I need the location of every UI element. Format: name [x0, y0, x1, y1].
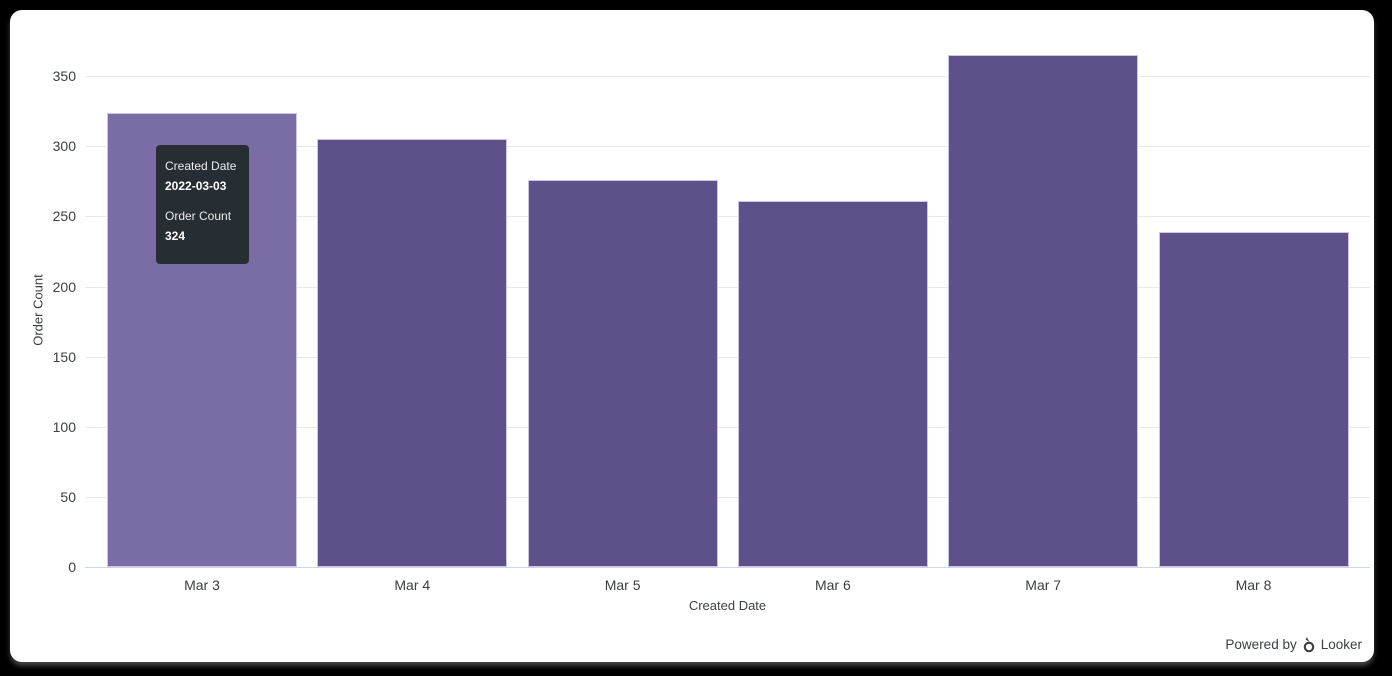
y-tick-label-50: 50: [60, 488, 76, 505]
looker-brand-label: Looker: [1320, 637, 1362, 652]
x-axis-line: [85, 567, 1370, 568]
y-gridline-300: [85, 146, 1370, 148]
y-tick-label-300: 300: [52, 138, 76, 155]
x-axis-title: Created Date: [688, 598, 767, 613]
y-gridline-50: [85, 496, 1370, 498]
y-tick-label-100: 100: [52, 418, 76, 435]
tooltip-measure-label: Order Count: [165, 209, 232, 223]
powered-by-label: Powered by: [1225, 637, 1297, 652]
bar-mar-7[interactable]: [948, 55, 1139, 567]
powered-by-looker-link[interactable]: Powered by Looker: [1225, 636, 1362, 653]
x-tick-label-mar-6: Mar 6: [814, 577, 851, 593]
chart-card: 0 50 100 150 200 250 300 350 Mar 3 Mar 4 Mar 5 Mar …: [10, 10, 1374, 662]
bar-mar-6[interactable]: [737, 201, 928, 567]
y-gridline-250: [85, 216, 1370, 218]
chart-tooltip: Created Date 2022-03-03 Order Count 324: [156, 145, 249, 264]
x-tick-label-mar-8: Mar 8: [1235, 577, 1272, 593]
y-tick-label-250: 250: [52, 208, 76, 225]
y-gridline-150: [85, 356, 1370, 358]
y-tick-label-0: 0: [68, 559, 76, 575]
looker-logo-icon: [1303, 637, 1314, 653]
tooltip-dimension-value: 2022-03-03: [165, 179, 227, 193]
tooltip-gap: [165, 196, 241, 206]
x-tick-label-mar-7: Mar 7: [1025, 577, 1062, 593]
y-gridline-100: [85, 426, 1370, 428]
x-tick-label-mar-5: Mar 5: [604, 577, 641, 593]
bar-mar-5[interactable]: [527, 180, 718, 567]
plot-area: 0 50 100 150 200 250 300 350 Mar 3 Mar 4 Mar 5 Mar …: [10, 10, 1374, 662]
y-tick-label-150: 150: [52, 348, 76, 365]
x-tick-label-mar-3: Mar 3: [184, 577, 220, 593]
x-tick-label-mar-4: Mar 4: [394, 577, 431, 593]
y-gridline-350: [85, 76, 1370, 78]
bar-mar-4[interactable]: [317, 139, 508, 567]
tooltip-measure-value: 324: [165, 229, 186, 243]
y-tick-label-200: 200: [52, 278, 76, 295]
bar-mar-8[interactable]: [1158, 231, 1349, 567]
y-tick-label-350: 350: [52, 68, 76, 85]
y-axis-title: Order Count: [30, 274, 46, 346]
y-gridline-200: [85, 286, 1370, 288]
tooltip-dimension-label: Created Date: [165, 159, 237, 173]
